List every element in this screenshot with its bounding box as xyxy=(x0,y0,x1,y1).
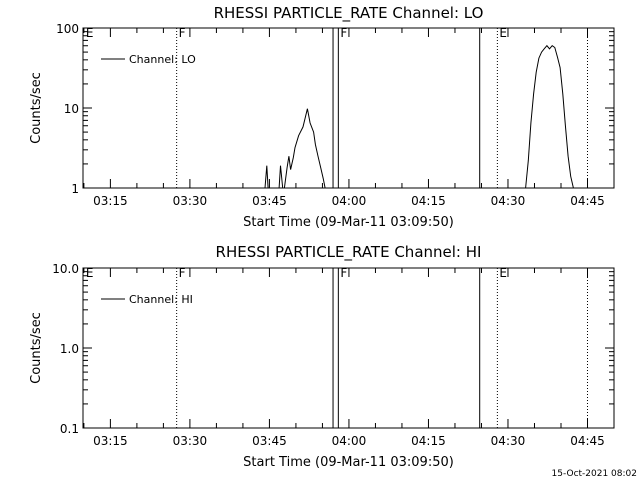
event-marker-label: F xyxy=(179,26,186,40)
x-tick-label: 03:45 xyxy=(252,194,287,208)
x-tick-label: 03:15 xyxy=(93,194,128,208)
event-marker-label: F xyxy=(340,266,347,280)
series-line xyxy=(264,108,327,189)
x-axis-label: Start Time (09-Mar-11 03:09:50) xyxy=(243,455,454,470)
legend-label: Channel: LO xyxy=(129,53,196,66)
series-line xyxy=(525,44,574,189)
x-tick-label: 04:00 xyxy=(332,194,367,208)
event-marker-label: F xyxy=(340,26,347,40)
x-tick-label: 04:15 xyxy=(411,434,446,448)
x-tick-label: 03:45 xyxy=(252,434,287,448)
y-tick-label: 0.1 xyxy=(60,422,79,436)
x-tick-label: 04:00 xyxy=(332,434,367,448)
event-marker-label: E xyxy=(86,266,94,280)
y-tick-label: 1 xyxy=(71,182,79,196)
chart-title: RHESSI PARTICLE_RATE Channel: LO xyxy=(214,4,484,23)
footer-timestamp: 15-Oct-2021 08:02 xyxy=(552,469,637,479)
x-tick-label: 04:45 xyxy=(570,434,605,448)
x-tick-label: 03:15 xyxy=(93,434,128,448)
event-marker-label: E xyxy=(499,266,507,280)
y-tick-label: 10 xyxy=(64,102,79,116)
x-tick-label: 04:45 xyxy=(570,194,605,208)
y-tick-label: 1.0 xyxy=(60,342,79,356)
x-axis-label: Start Time (09-Mar-11 03:09:50) xyxy=(243,215,454,230)
y-axis-label: Counts/sec xyxy=(29,312,44,384)
y-tick-label: 10.0 xyxy=(52,262,79,276)
legend-label: Channel: HI xyxy=(129,293,193,306)
x-tick-label: 04:15 xyxy=(411,194,446,208)
x-tick-label: 03:30 xyxy=(173,434,208,448)
chart-title: RHESSI PARTICLE_RATE Channel: HI xyxy=(216,243,482,262)
event-marker-label: E xyxy=(499,26,507,40)
x-tick-label: 04:30 xyxy=(491,434,526,448)
y-axis-label: Counts/sec xyxy=(29,72,44,144)
y-tick-label: 100 xyxy=(56,22,79,36)
x-tick-label: 03:30 xyxy=(173,194,208,208)
chart-panel: RHESSI PARTICLE_RATE Channel: LO Start Ti… xyxy=(29,4,615,230)
event-marker-label: F xyxy=(179,266,186,280)
event-marker-label: E xyxy=(86,26,94,40)
x-tick-label: 04:30 xyxy=(491,194,526,208)
chart-panels: RHESSI PARTICLE_RATE Channel: LO Start Ti… xyxy=(29,4,615,470)
chart-panel: RHESSI PARTICLE_RATE Channel: HI Start Ti… xyxy=(29,243,615,470)
